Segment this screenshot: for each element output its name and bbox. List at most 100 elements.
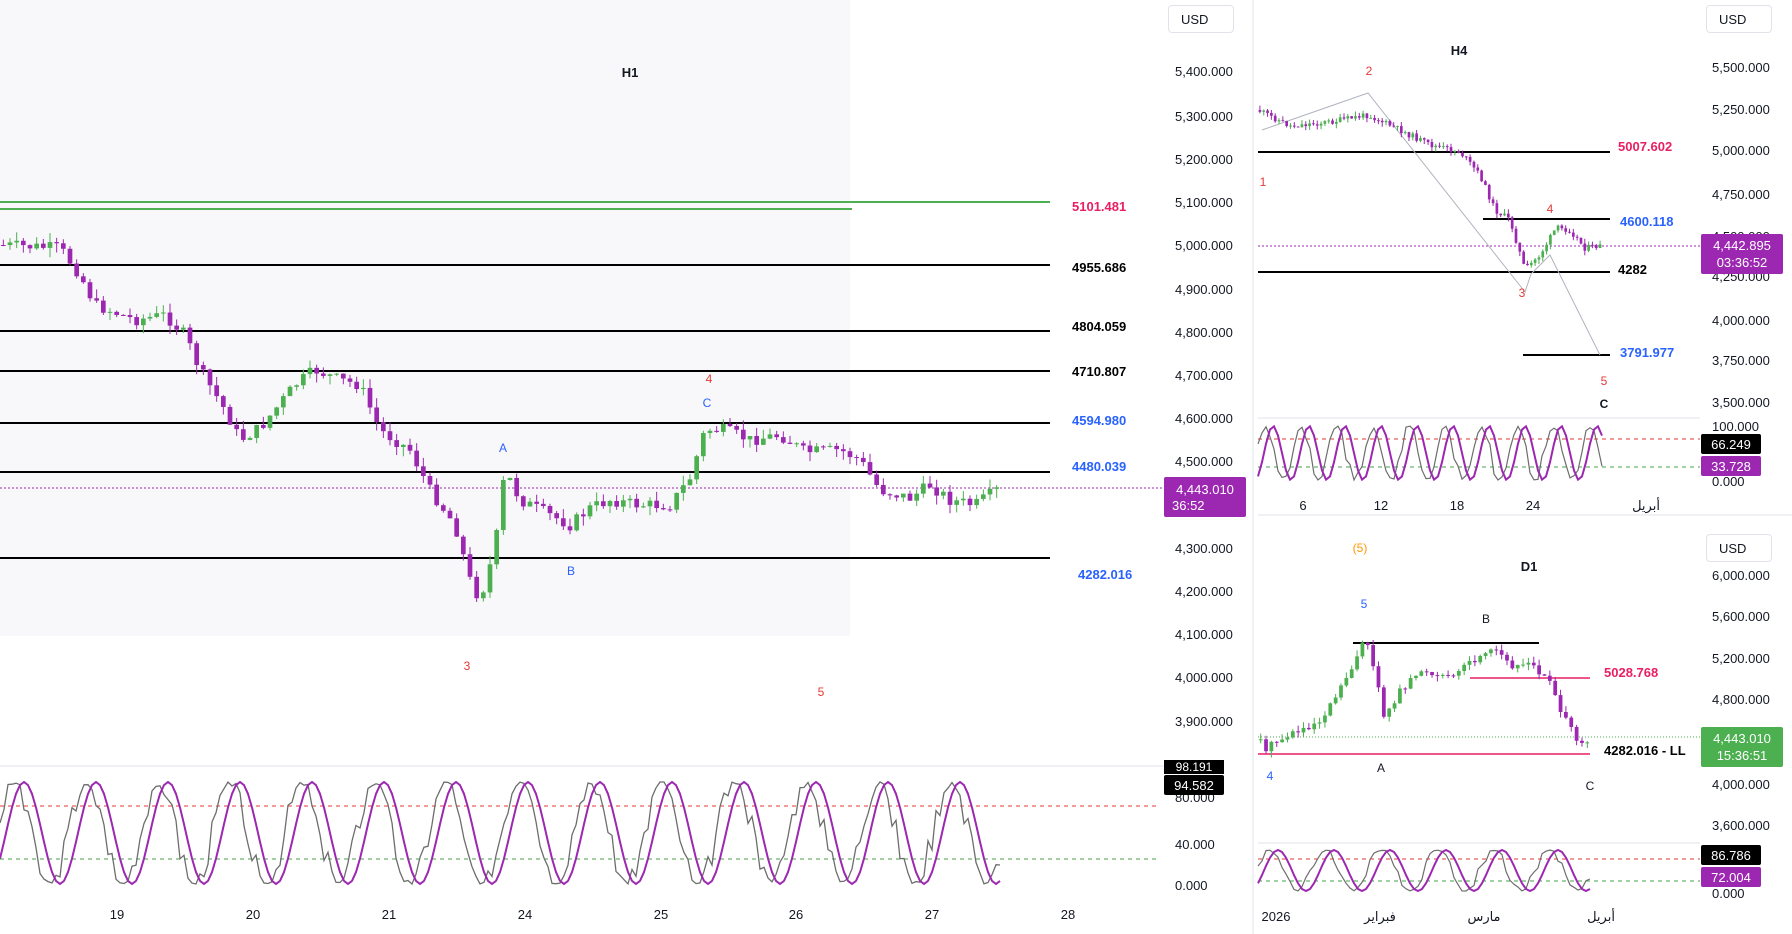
h1-time-axis[interactable]: 19 20 21 24 25 26 27 28 <box>110 907 1075 922</box>
candle-body <box>1371 645 1376 667</box>
candle-body <box>1414 675 1418 679</box>
h4-currency-button[interactable]: USD <box>1706 5 1772 33</box>
h4-time-axis[interactable]: 6 12 18 24 أبريل <box>1299 497 1660 514</box>
candle-body <box>1499 650 1504 655</box>
candle-body <box>354 381 359 390</box>
candle-body <box>1467 660 1472 665</box>
candle-body <box>1526 263 1529 266</box>
candle-body <box>1435 675 1440 677</box>
candle-body <box>1377 120 1380 122</box>
d1-price-axis[interactable]: 6,000.000 5,600.000 5,200.000 4,800.000 4,00… <box>1712 568 1770 833</box>
d1-osc-tick: 0.000 <box>1712 886 1745 901</box>
candle-body <box>1392 703 1397 709</box>
candle-body <box>1361 113 1365 118</box>
time-tick-label: 27 <box>925 907 939 922</box>
candle-body <box>1453 150 1457 152</box>
candle-body <box>1472 161 1476 168</box>
candle-body <box>687 479 693 486</box>
candle-body <box>674 492 679 510</box>
h4-osc-badge <box>1701 456 1761 476</box>
candle-body <box>654 500 659 509</box>
h1-currency-button[interactable]: USD <box>1168 5 1234 33</box>
candle-body <box>1457 150 1461 153</box>
time-tick-label: 2026 <box>1262 909 1291 924</box>
candle-body <box>401 444 406 447</box>
candle-body <box>1 245 6 246</box>
h4-stoch-d-line <box>1257 424 1603 482</box>
candle-body <box>1484 181 1487 185</box>
candle-body <box>267 415 273 428</box>
candle-body <box>1403 132 1407 134</box>
candle-body <box>1277 120 1281 122</box>
candle-body <box>1531 662 1536 666</box>
candle-body <box>1445 146 1449 148</box>
price-tick-label: 4,000.000 <box>1712 313 1770 328</box>
candle-body <box>154 313 159 317</box>
d1-currency-button[interactable]: USD <box>1706 534 1772 562</box>
candle-body <box>794 443 799 445</box>
candle-body <box>1494 649 1499 651</box>
h1-current-price: 4,443.010 <box>1176 482 1234 497</box>
h1-level-label: 5101.481 <box>1072 199 1126 214</box>
time-tick-label: 26 <box>789 907 803 922</box>
h1-wave-label: C <box>703 396 712 410</box>
candle-body <box>201 365 206 370</box>
candle-body <box>1323 715 1327 723</box>
candle-body <box>107 311 113 313</box>
h4-osc-value: 33.728 <box>1711 459 1751 474</box>
time-tick-label: فبراير <box>1363 909 1396 925</box>
candle-body <box>1487 184 1491 200</box>
candle-body <box>1384 120 1388 123</box>
h4-wave-label: C <box>1600 397 1609 411</box>
candle-body <box>1408 678 1413 689</box>
h1-osc-tick: 40.000 <box>1175 837 1215 852</box>
candle-body <box>47 242 53 248</box>
h4-price-badge <box>1701 234 1783 274</box>
d1-level-label: 4282.016 - LL <box>1604 743 1686 758</box>
h1-price-axis[interactable]: 5,400.000 5,300.000 5,200.000 5,100.000 5,00… <box>1175 64 1233 729</box>
h4-current-price: 4,442.895 <box>1713 238 1771 253</box>
d1-wave-label: 5 <box>1361 597 1368 611</box>
candle-body <box>434 484 439 506</box>
candle-body <box>1468 156 1472 162</box>
candle-body <box>1503 213 1506 216</box>
time-tick-label: أبريل <box>1632 497 1660 514</box>
candle-body <box>1357 116 1361 118</box>
h1-osc-partial-value: 98.191 <box>1176 760 1213 774</box>
candle-body <box>1495 203 1499 214</box>
d1-title: D1 <box>1521 559 1538 574</box>
candle-body <box>627 498 633 501</box>
candle-body <box>1583 243 1587 251</box>
time-tick-label: 6 <box>1299 498 1306 513</box>
h1-oscillator: 80.000 40.000 0.000 98.191 94.582 <box>0 760 1224 893</box>
d1-time-axis[interactable]: 2026 فبراير مارس أبريل <box>1262 908 1615 925</box>
candle-body <box>481 592 486 599</box>
candle-body <box>21 240 26 246</box>
candle-body <box>474 576 479 599</box>
candle-body <box>1419 671 1424 676</box>
candle-body <box>281 396 286 408</box>
candle-body <box>841 449 846 452</box>
candle-body <box>694 456 699 480</box>
candle-body <box>727 424 733 427</box>
h1-level-label: 4594.980 <box>1072 413 1126 428</box>
price-tick-label: 5,300.000 <box>1175 109 1233 124</box>
d1-osc-value: 86.786 <box>1711 848 1751 863</box>
candle-body <box>1308 123 1311 127</box>
candle-body <box>1301 727 1306 733</box>
h4-countdown: 03:36:52 <box>1717 255 1768 270</box>
candle-body <box>787 442 793 444</box>
candle-body <box>214 385 219 397</box>
candle-body <box>1264 739 1268 752</box>
candle-body <box>1521 664 1525 666</box>
candle-body <box>641 506 646 508</box>
candle-body <box>887 494 893 496</box>
candle-body <box>1296 126 1300 128</box>
candle-body <box>1480 170 1483 182</box>
h1-level-label: 4282.016 <box>1078 567 1132 582</box>
candle-body <box>161 312 166 314</box>
h1-osc-tick: 0.000 <box>1175 878 1208 893</box>
candle-body <box>1556 225 1560 231</box>
h4-osc-badge <box>1701 434 1761 454</box>
candle-body <box>954 500 959 505</box>
